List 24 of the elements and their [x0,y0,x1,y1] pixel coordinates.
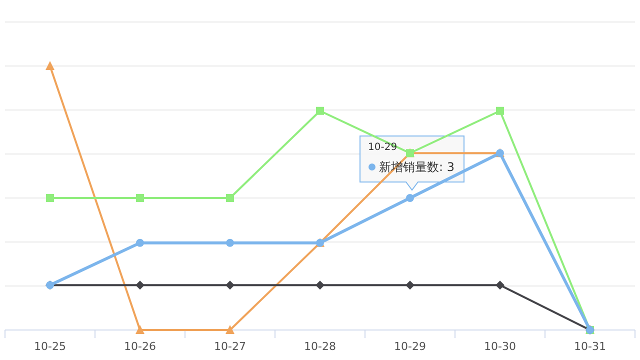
point [136,280,144,290]
x-tick-label: 10-28 [304,340,336,353]
point [226,280,234,290]
x-tick-label: 10-30 [484,340,516,353]
point [136,238,144,247]
point [46,61,54,70]
x-tick-label: 10-29 [394,340,426,353]
point [406,194,414,202]
point [136,194,144,202]
x-tick-label: 10-27 [214,340,246,353]
annotation: 10-29 [368,142,398,153]
point [46,194,54,202]
x-tick-label: 10-25 [34,340,66,353]
point [496,106,504,115]
point [226,194,234,202]
point [406,280,414,290]
point [226,325,234,334]
point [136,325,144,334]
point [496,280,504,290]
point [226,238,234,247]
x-tick-label: 10-31 [574,340,606,353]
point [316,106,324,115]
x-tick-label: 10-26 [124,340,156,353]
point [316,280,324,290]
